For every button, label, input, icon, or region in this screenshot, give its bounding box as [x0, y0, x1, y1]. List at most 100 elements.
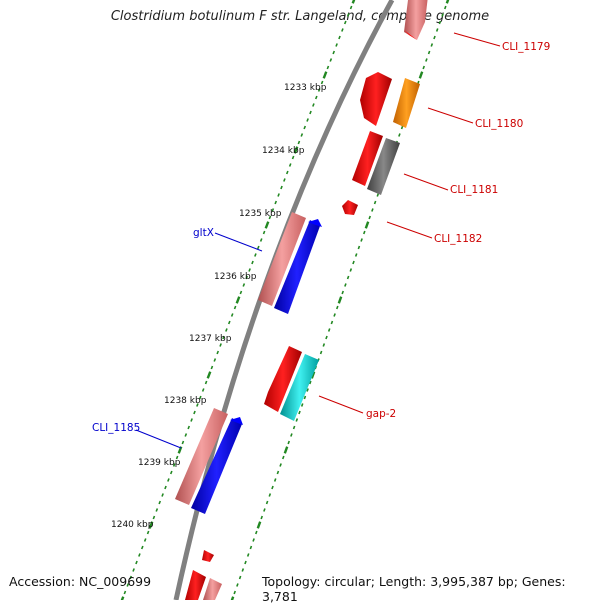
minor-tick	[297, 140, 301, 145]
minor-tick	[164, 485, 167, 490]
tick-labels: 1233 kbp 1234 kbp 1235 kbp 1236 kbp 1237…	[111, 83, 327, 530]
minor-tick	[325, 335, 328, 340]
gene-label-cli1179: CLI_1179	[502, 41, 550, 53]
gene-cli1181-red	[352, 131, 383, 186]
minor-tick	[376, 193, 380, 197]
gene-label-cli1185: CLI_1185	[92, 422, 140, 434]
minor-tick	[233, 305, 237, 310]
major-tick	[206, 371, 212, 379]
minor-tick	[236, 583, 239, 587]
tick-label: 1233 kbp	[284, 83, 327, 93]
minor-tick	[190, 418, 193, 422]
minor-tick	[129, 575, 133, 580]
tick-label: 1239 kbp	[138, 458, 181, 468]
minor-tick	[152, 515, 156, 520]
minor-tick	[352, 260, 355, 265]
major-tick	[230, 596, 235, 600]
minor-tick	[277, 193, 280, 197]
gene-gltx-pink	[258, 212, 306, 306]
minor-tick	[288, 163, 292, 167]
minor-tick	[213, 358, 217, 362]
minor-tick	[255, 530, 258, 535]
minor-tick	[169, 470, 173, 475]
major-tick	[235, 296, 241, 304]
minor-tick	[344, 283, 347, 287]
minor-tick	[249, 545, 253, 550]
gene-cli1179-feature	[404, 0, 428, 40]
minor-tick	[251, 260, 254, 265]
gene-cli1185-arrowhead	[230, 417, 243, 425]
gene-features	[185, 0, 428, 600]
minor-tick	[438, 20, 442, 25]
minor-tick	[216, 350, 220, 355]
minor-tick	[320, 80, 324, 85]
tick-label: 1234 kbp	[262, 146, 305, 156]
minor-tick	[400, 125, 404, 130]
gene-cli1180-orange	[393, 78, 420, 128]
minor-tick	[444, 5, 447, 10]
minor-tick	[317, 88, 321, 92]
minor-tick	[138, 553, 141, 557]
tick-label: 1237 kbp	[189, 334, 232, 344]
major-tick	[337, 296, 343, 304]
minor-tick	[346, 275, 350, 280]
minor-tick	[204, 380, 208, 385]
minor-tick	[291, 155, 295, 160]
minor-tick	[303, 125, 307, 130]
minor-tick	[280, 185, 283, 190]
gene-bottom-pink	[203, 578, 222, 600]
gene-label-cli1182: CLI_1182	[434, 233, 482, 245]
minor-tick	[295, 418, 299, 422]
minor-tick	[398, 133, 401, 137]
minor-tick	[259, 238, 263, 242]
map-title: Clostridium botulinum F str. Langeland, …	[110, 9, 490, 24]
minor-tick	[330, 320, 334, 325]
minor-tick	[187, 425, 191, 430]
minor-tick	[244, 560, 247, 565]
major-tick	[256, 521, 262, 529]
gene-gap2-cyan	[280, 354, 319, 421]
minor-tick	[306, 388, 309, 392]
minor-tick	[181, 440, 185, 445]
gene-cli1179-arrowhead	[404, 30, 417, 40]
label-connectors	[135, 32, 501, 449]
minor-tick	[290, 433, 293, 437]
minor-tick	[241, 568, 245, 572]
minor-tick	[252, 538, 255, 542]
accession-label: Accession: NC_009699	[9, 574, 152, 589]
major-tick	[364, 221, 370, 229]
minor-tick	[132, 568, 135, 572]
minor-tick	[233, 590, 236, 595]
minor-tick	[312, 103, 315, 107]
major-tick	[148, 521, 154, 529]
minor-tick	[338, 35, 341, 40]
minor-tick	[219, 343, 222, 347]
minor-tick	[427, 50, 431, 55]
minor-tick	[245, 275, 249, 280]
minor-tick	[300, 403, 304, 407]
minor-tick	[357, 245, 361, 250]
minor-tick	[143, 538, 147, 542]
minor-tick	[322, 343, 326, 347]
gene-cli1185-blue	[191, 418, 242, 514]
tick-track-left	[120, 0, 356, 600]
tick-label: 1238 kbp	[164, 396, 207, 406]
minor-tick	[306, 118, 309, 122]
minor-tick	[285, 170, 289, 175]
minor-tick	[161, 493, 164, 497]
minor-tick	[256, 245, 260, 250]
minor-tick	[287, 440, 290, 445]
gene-cli1182-feature	[342, 200, 358, 215]
minor-tick	[254, 253, 257, 257]
minor-tick	[146, 530, 150, 535]
gene-label-gltx: gltX	[193, 227, 214, 239]
minor-tick	[326, 65, 330, 70]
minor-tick	[227, 320, 231, 325]
minor-tick	[273, 478, 277, 482]
minor-tick	[268, 493, 272, 497]
minor-tick	[201, 388, 205, 392]
minor-tick	[242, 283, 246, 287]
tick-label: 1240 kbp	[111, 520, 154, 530]
gene-gap2-red	[264, 346, 302, 412]
